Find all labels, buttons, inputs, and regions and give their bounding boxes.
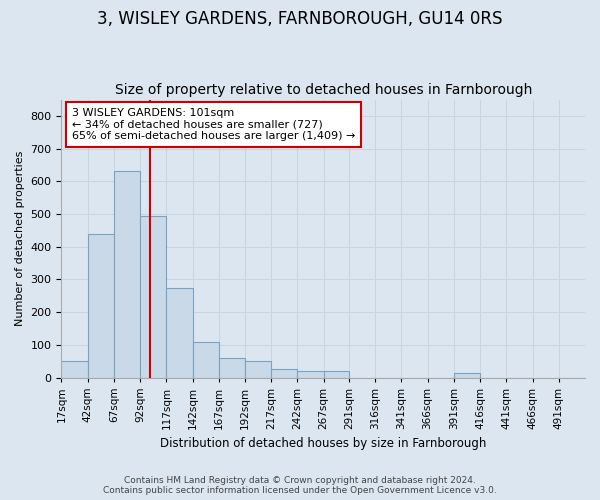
Bar xyxy=(61,361,88,378)
Y-axis label: Number of detached properties: Number of detached properties xyxy=(15,151,25,326)
Bar xyxy=(193,342,219,378)
X-axis label: Distribution of detached houses by size in Farnborough: Distribution of detached houses by size … xyxy=(160,437,487,450)
Bar xyxy=(298,371,324,378)
Bar xyxy=(219,358,245,378)
Text: Contains HM Land Registry data © Crown copyright and database right 2024.
Contai: Contains HM Land Registry data © Crown c… xyxy=(103,476,497,495)
Bar xyxy=(245,361,271,378)
Bar xyxy=(88,234,114,378)
Bar xyxy=(271,370,298,378)
Bar xyxy=(114,172,140,378)
Bar xyxy=(166,288,193,378)
Bar xyxy=(324,371,349,378)
Bar xyxy=(140,216,166,378)
Text: 3 WISLEY GARDENS: 101sqm
← 34% of detached houses are smaller (727)
65% of semi-: 3 WISLEY GARDENS: 101sqm ← 34% of detach… xyxy=(72,108,355,141)
Text: 3, WISLEY GARDENS, FARNBOROUGH, GU14 0RS: 3, WISLEY GARDENS, FARNBOROUGH, GU14 0RS xyxy=(97,10,503,28)
Title: Size of property relative to detached houses in Farnborough: Size of property relative to detached ho… xyxy=(115,83,532,97)
Bar xyxy=(454,372,480,378)
